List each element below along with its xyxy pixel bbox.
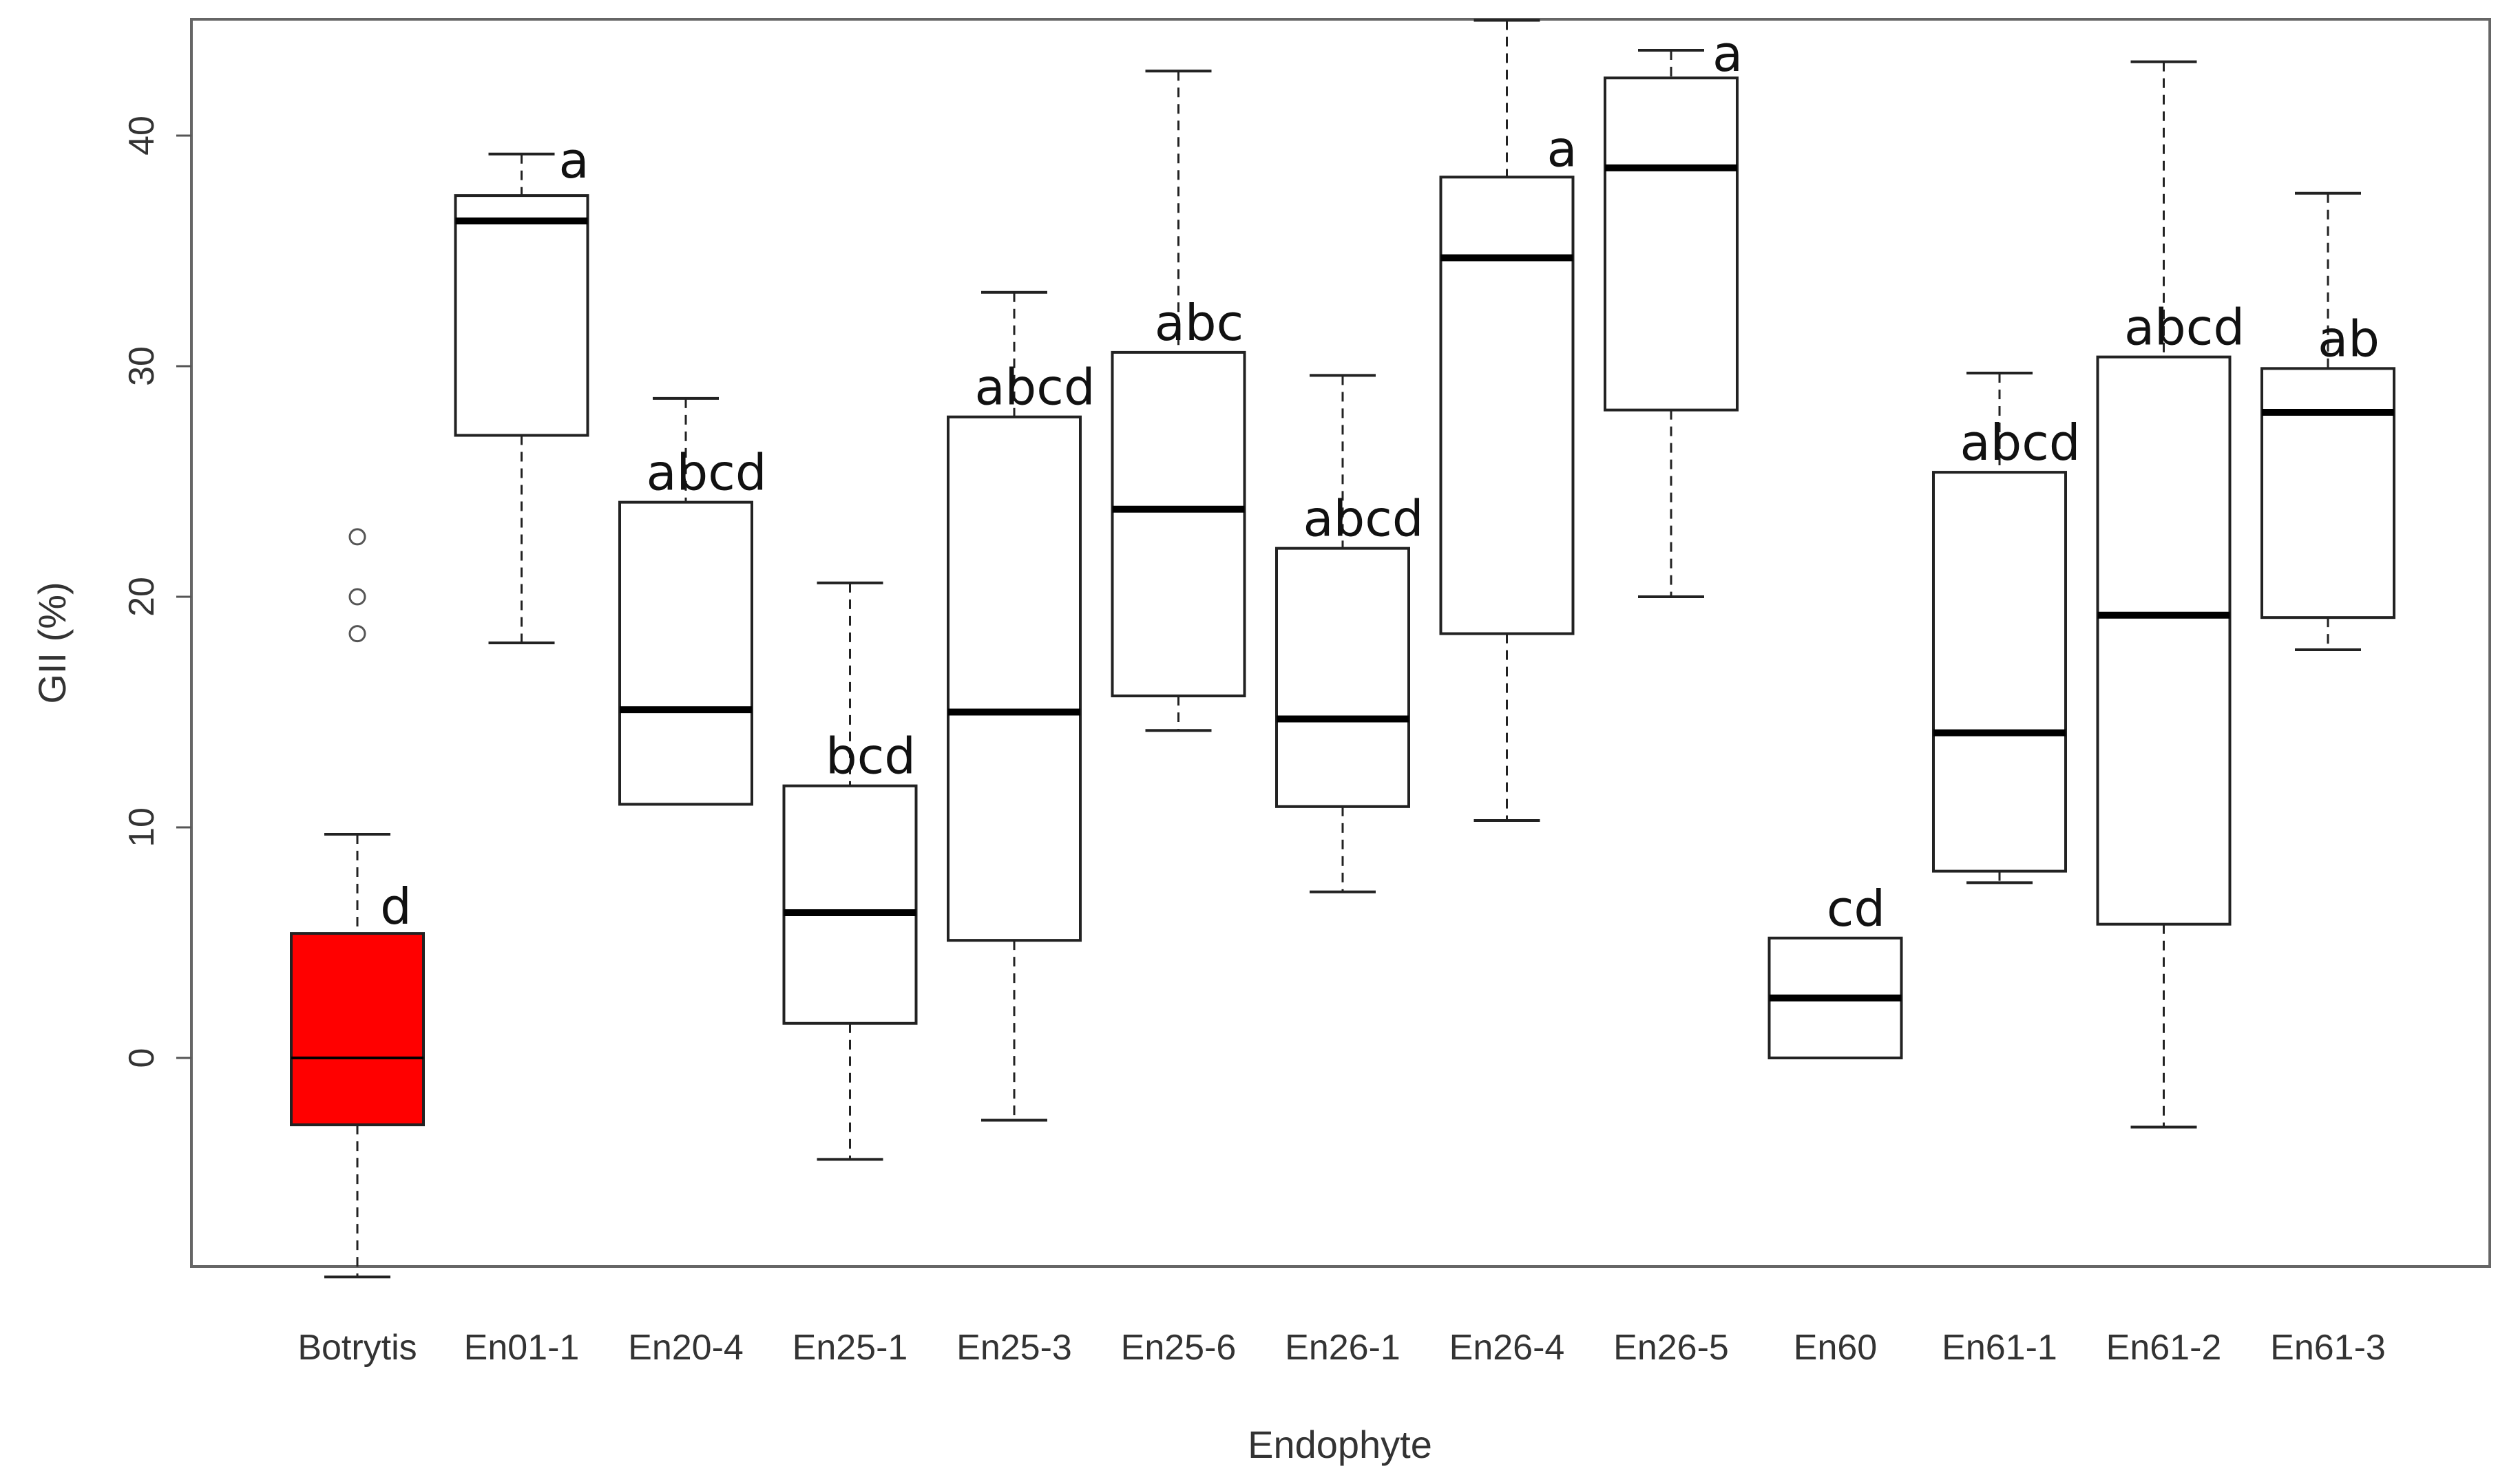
box-En25-6: abc — [1111, 70, 1246, 732]
y-tick-label-4: 40 — [122, 116, 162, 156]
iqr-box — [454, 194, 589, 437]
outlier-point-2 — [348, 528, 366, 546]
iqr-box — [1111, 350, 1246, 698]
significance-letter: ab — [2318, 310, 2380, 368]
x-axis-title: Endophyte — [1248, 1423, 1432, 1466]
iqr-box — [290, 932, 425, 1127]
significance-letter: a — [558, 131, 589, 189]
box-En60: cd — [1767, 880, 1903, 1060]
box-Botrytis: d — [290, 528, 425, 1279]
box-En01-1: a — [454, 131, 589, 644]
x-tick-label-En01-1: En01-1 — [464, 1328, 580, 1368]
x-tick-label-En25-6: En25-6 — [1121, 1328, 1237, 1368]
box-En25-1: bcd — [782, 581, 918, 1161]
iqr-box — [1932, 471, 2067, 873]
iqr-box — [1604, 76, 1739, 412]
outlier-point-0 — [348, 625, 366, 643]
x-tick-label-En61-3: En61-3 — [2270, 1328, 2386, 1368]
significance-letter: bcd — [826, 728, 916, 785]
significance-letter: a — [1712, 25, 1743, 83]
y-axis: 0 10 20 30 40 — [122, 116, 191, 1068]
iqr-box — [1275, 547, 1410, 808]
box-En61-3: ab — [2260, 191, 2395, 652]
iqr-box — [618, 500, 753, 806]
y-tick-label-3: 30 — [122, 346, 162, 386]
y-tick-label-1: 10 — [122, 807, 162, 847]
x-axis: Botrytis En01-1 En20-4 En25-1 En25-3 En25-6 En… — [297, 1328, 2386, 1368]
significance-letter: abcd — [2124, 299, 2245, 357]
box-En26-1: abcd — [1275, 374, 1424, 893]
iqr-box — [2096, 355, 2232, 926]
significance-letter: abcd — [1303, 490, 1423, 548]
box-En26-5: a — [1604, 25, 1743, 598]
significance-letter: abcd — [974, 359, 1095, 416]
plot-frame — [190, 18, 2491, 1268]
significance-letter: a — [1546, 120, 1577, 178]
x-tick-label-Botrytis: Botrytis — [297, 1328, 417, 1368]
x-tick-label-En26-5: En26-5 — [1613, 1328, 1729, 1368]
x-tick-label-En61-2: En61-2 — [2106, 1328, 2222, 1368]
significance-letter: abcd — [1960, 414, 2080, 471]
x-tick-label-En25-1: En25-1 — [793, 1328, 908, 1368]
significance-letter: abcd — [646, 444, 766, 502]
x-tick-label-En25-3: En25-3 — [956, 1328, 1072, 1368]
x-tick-label-En60: En60 — [1794, 1328, 1877, 1368]
boxes-layer: d a abcd bcd abcd abc abcd a a cd abcd abcd ab — [290, 19, 2395, 1279]
box-En61-1: abcd — [1932, 372, 2081, 884]
x-tick-label-En26-1: En26-1 — [1285, 1328, 1400, 1368]
x-tick-label-En20-4: En20-4 — [628, 1328, 744, 1368]
y-axis-title: GII (%) — [30, 582, 74, 703]
box-En26-4: a — [1439, 19, 1577, 822]
iqr-box — [1439, 176, 1575, 635]
significance-letter: abc — [1155, 294, 1244, 352]
y-tick-label-0: 0 — [122, 1048, 162, 1068]
box-En20-4: abcd — [618, 396, 767, 806]
significance-letter: cd — [1827, 880, 1885, 937]
significance-letter: d — [380, 878, 412, 935]
iqr-box — [2260, 367, 2395, 619]
x-tick-label-En26-4: En26-4 — [1449, 1328, 1565, 1368]
y-tick-label-2: 20 — [122, 577, 162, 617]
iqr-box — [782, 784, 918, 1025]
box-En61-2: abcd — [2096, 60, 2245, 1129]
outlier-point-1 — [348, 588, 366, 606]
iqr-box — [947, 415, 1082, 942]
x-tick-label-En61-1: En61-1 — [1942, 1328, 2057, 1368]
box-En25-3: abcd — [947, 290, 1095, 1122]
